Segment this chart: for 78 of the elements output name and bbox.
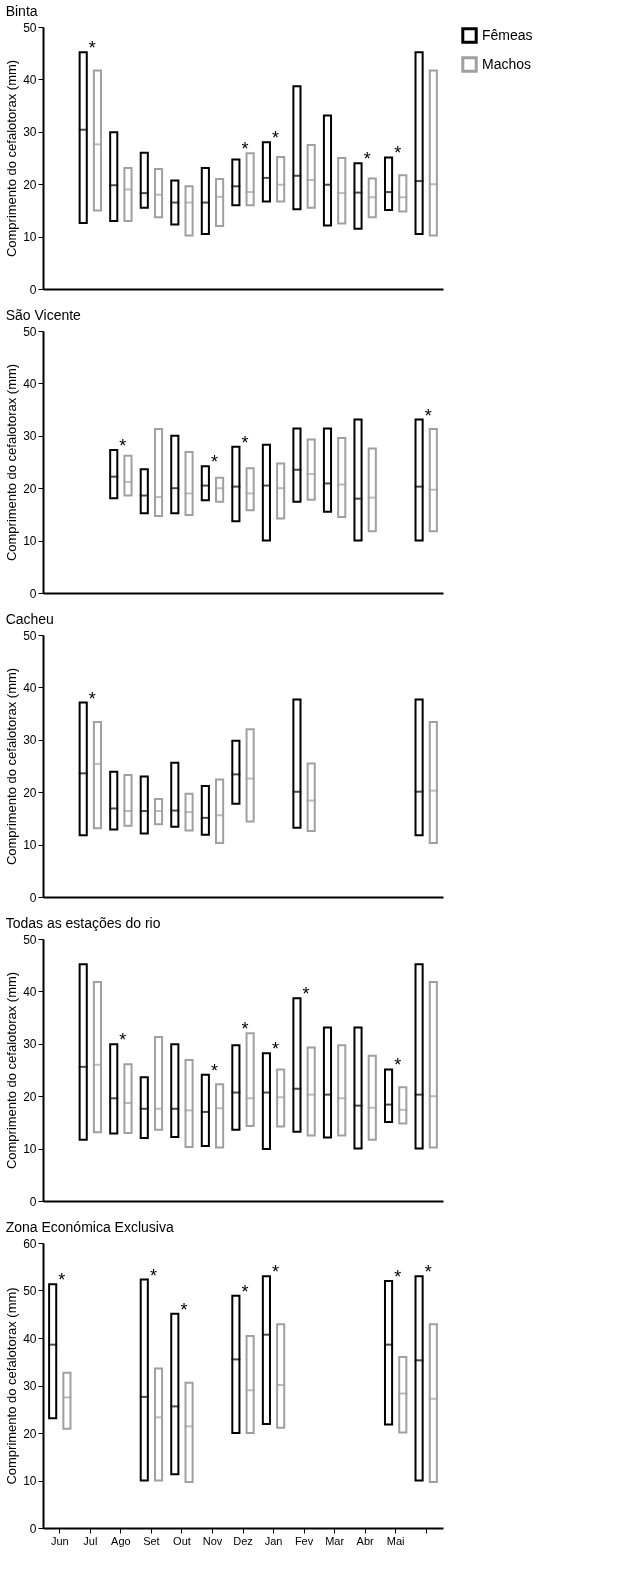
y-tick-label: 10 — [23, 534, 37, 549]
x-tick-label: Mar — [325, 1534, 345, 1547]
y-tick-label: 20 — [23, 1426, 37, 1441]
y-tick-label: 30 — [23, 1037, 37, 1052]
chart-title: São Vicente — [5, 307, 82, 323]
annotation: * — [424, 405, 432, 426]
x-tick-label: Set — [143, 1534, 160, 1547]
annotation: * — [88, 38, 96, 59]
y-axis-title: Comprimento do cefalotorax (mm) — [4, 363, 20, 562]
annotation: * — [272, 1039, 280, 1060]
annotation: * — [88, 688, 96, 709]
y-tick-label: 30 — [23, 125, 37, 140]
x-tick-label: Nov — [202, 1534, 223, 1547]
y-tick-label: 20 — [23, 177, 37, 192]
y-tick-label: 60 — [23, 1236, 37, 1251]
y-tick-label: 0 — [29, 890, 37, 905]
y-tick-label: 0 — [29, 282, 37, 297]
x-tick-label: Dez — [233, 1534, 253, 1547]
y-tick-label: 20 — [23, 481, 37, 496]
annotation: * — [241, 1281, 249, 1302]
y-tick-label: 10 — [23, 1142, 37, 1157]
y-tick-label: 50 — [23, 932, 37, 947]
annotation: * — [272, 1262, 280, 1283]
y-axis-title: Comprimento do cefalotorax (mm) — [4, 59, 20, 258]
annotation: * — [241, 1019, 249, 1040]
y-tick-label: 10 — [23, 1474, 37, 1488]
annotation: * — [394, 1267, 402, 1287]
annotation: * — [58, 1270, 66, 1291]
legend-label: Fêmeas — [482, 26, 533, 43]
y-tick-label: 50 — [23, 1284, 37, 1298]
y-tick-label: 50 — [23, 324, 37, 339]
annotation: * — [149, 1265, 157, 1286]
y-tick-label: 40 — [23, 680, 37, 695]
x-tick-label: Jun — [50, 1534, 69, 1547]
annotation: * — [302, 984, 310, 1005]
annotation: * — [241, 139, 249, 160]
x-tick-label: Abr — [356, 1534, 375, 1547]
chart-title: Todas as estações do rio — [5, 915, 161, 931]
annotation: * — [363, 149, 371, 170]
annotation: * — [210, 1060, 218, 1081]
x-tick-label: Jul — [83, 1534, 98, 1547]
annotation: * — [119, 435, 127, 456]
y-tick-label: 10 — [23, 838, 37, 853]
annotation: * — [394, 143, 402, 164]
y-tick-label: 30 — [23, 733, 37, 748]
y-tick-label: 20 — [23, 1089, 37, 1104]
y-tick-label: 0 — [29, 1194, 37, 1209]
y-tick-label: 50 — [23, 628, 37, 643]
chart-title: Cacheu — [5, 611, 54, 627]
y-axis-title: Comprimento do cefalotorax (mm) — [4, 667, 20, 866]
y-axis-title: Comprimento do cefalotorax (mm) — [4, 1287, 20, 1485]
y-tick-label: 50 — [23, 20, 37, 35]
annotation: * — [180, 1299, 188, 1320]
chart-title: Binta — [5, 3, 38, 19]
x-tick-label: Out — [173, 1534, 191, 1547]
y-axis-title: Comprimento do cefalotorax (mm) — [4, 971, 20, 1170]
x-tick-label: Fev — [294, 1534, 314, 1547]
annotation: * — [119, 1030, 127, 1051]
x-tick-label: Jan — [264, 1534, 283, 1547]
legend-label: Machos — [482, 55, 532, 72]
y-tick-label: 0 — [29, 1521, 37, 1536]
annotation: * — [272, 128, 280, 149]
y-tick-label: 30 — [23, 429, 37, 444]
y-tick-label: 30 — [23, 1379, 37, 1393]
annotation: * — [424, 1262, 432, 1283]
annotation: * — [210, 452, 218, 473]
annotation: * — [241, 432, 249, 453]
y-tick-label: 40 — [23, 1331, 37, 1346]
x-tick-label: Mai — [386, 1534, 405, 1547]
x-tick-label: Ago — [111, 1534, 131, 1547]
y-tick-label: 10 — [23, 230, 37, 245]
y-tick-label: 40 — [23, 376, 37, 391]
y-tick-label: 40 — [23, 72, 37, 87]
y-tick-label: 0 — [29, 586, 37, 601]
chart-title: Zona Económica Exclusiva — [5, 1219, 174, 1235]
y-tick-label: 20 — [23, 785, 37, 800]
y-tick-label: 40 — [23, 984, 37, 999]
annotation: * — [394, 1055, 402, 1076]
